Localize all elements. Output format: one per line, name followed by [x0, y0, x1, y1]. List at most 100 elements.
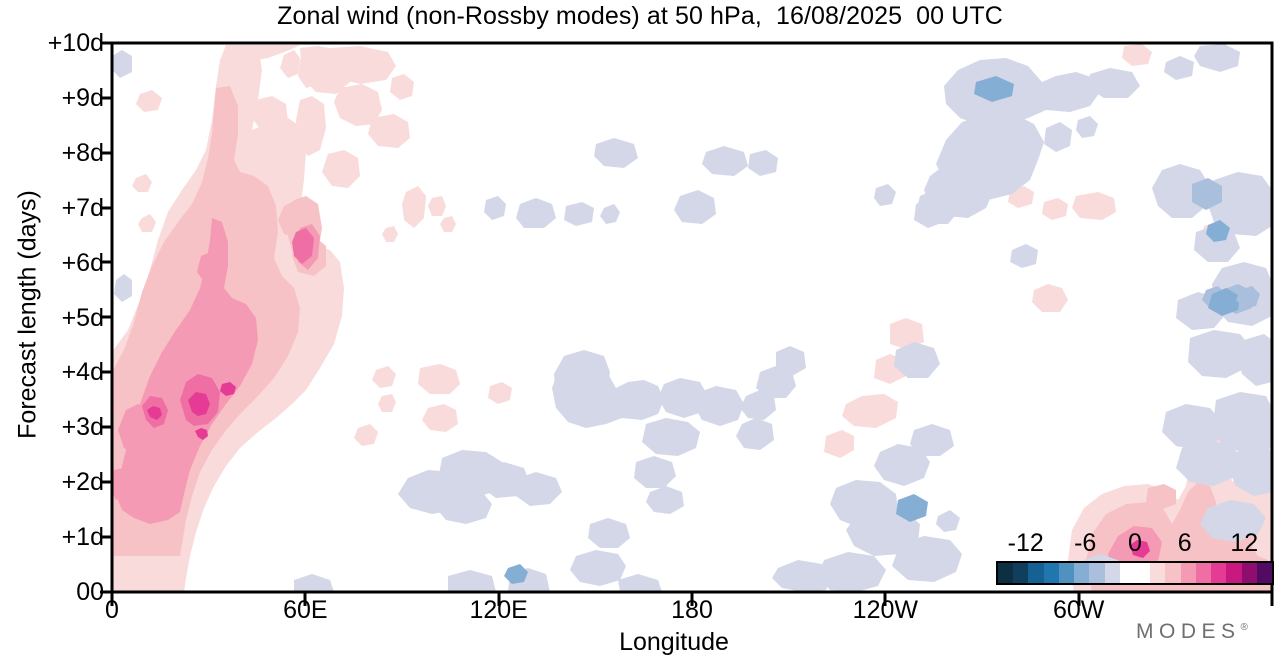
- contour-pos-blob-s: [382, 226, 398, 242]
- contour-neg-21: [674, 190, 716, 224]
- contour-neg-26: [594, 138, 638, 168]
- colorbar-swatch-0: [998, 563, 1014, 583]
- contour-neg-19: [702, 146, 748, 176]
- contour-pos-blob-l: [132, 174, 152, 192]
- contour-pos-blob-q: [428, 196, 446, 216]
- y-tick-2: +2d: [61, 468, 104, 497]
- colorbar-swatch-5: [1074, 563, 1090, 583]
- y-tick-4: +4d: [61, 358, 104, 387]
- contour-neg-4: [1044, 122, 1072, 152]
- contour-neg-blue-7: [896, 494, 928, 522]
- contour-neg-53: [1176, 440, 1242, 486]
- contour-pos-right-11: [890, 318, 924, 350]
- contour-pos-blob-v: [488, 382, 512, 404]
- contour-neg-59: [448, 570, 496, 592]
- colorbar-label-0: -12: [1007, 529, 1044, 557]
- contour-pos-blob-r: [440, 216, 456, 232]
- contour-neg-5: [1076, 116, 1098, 138]
- y-tick-5: +5d: [61, 303, 104, 332]
- colorbar-swatch-7: [1104, 563, 1120, 583]
- contour-neg-65: [936, 510, 960, 532]
- y-tick-7: +7d: [61, 193, 104, 222]
- contour-field: [112, 44, 1272, 592]
- contour-neg-22: [484, 196, 506, 220]
- contour-neg-50: [818, 552, 886, 592]
- contour-neg-9: [1206, 172, 1272, 236]
- contour-pos-right-9: [842, 394, 898, 428]
- contour-neg-28: [552, 360, 664, 428]
- colorbar-swatch-10: [1150, 563, 1166, 583]
- contour-neg-42: [646, 486, 684, 514]
- colorbar-swatch-3: [1043, 563, 1059, 583]
- contour-neg-30: [642, 418, 700, 456]
- contour-neg-blue-5: [974, 76, 1014, 102]
- contour-neg-63: [112, 50, 132, 78]
- colorbar[interactable]: [996, 561, 1274, 585]
- contour-pos-blob-t: [372, 366, 396, 388]
- y-tick-6: +6d: [61, 248, 104, 277]
- contour-neg-55: [1200, 500, 1266, 542]
- contour-pos-blob-p: [402, 186, 426, 228]
- colorbar-labels: -12 -6 0 6 12: [996, 531, 1274, 559]
- colorbar-swatch-16: [1241, 563, 1257, 583]
- contour-neg-18: [874, 184, 896, 206]
- contour-pos-blob-o: [322, 150, 360, 188]
- contour-neg-blue-8: [504, 564, 528, 584]
- contour-pos-blob-d: [326, 46, 396, 84]
- contour-pos-1b: [226, 45, 300, 62]
- contour-neg-32: [740, 390, 776, 420]
- colorbar-swatch-2: [1028, 563, 1044, 583]
- contour-neg-35: [776, 346, 806, 376]
- contour-neg-23: [516, 198, 556, 228]
- contour-neg-39: [516, 472, 562, 506]
- colorbar-swatch-14: [1211, 563, 1227, 583]
- contour-neg-blue-4: [1206, 220, 1230, 242]
- contour-neg-57: [618, 574, 662, 592]
- contour-neg-8: [1152, 164, 1210, 218]
- contour-pos-right-8: [824, 430, 854, 458]
- contour-neg-44: [570, 550, 626, 586]
- contour-neg-48: [910, 424, 954, 456]
- contour-neg-13: [1188, 330, 1252, 378]
- colorbar-swatch-15: [1226, 563, 1242, 583]
- contour-pos-right-5: [1032, 284, 1068, 312]
- contour-pos-blob-u: [418, 364, 460, 394]
- contour-pos-3c: [112, 468, 130, 500]
- contour-pos-5e: [1130, 540, 1150, 558]
- axis-ticks: [100, 41, 1274, 606]
- contour-pos-5c: [195, 428, 208, 440]
- contour-neg-47: [874, 444, 930, 486]
- contour-neg-62: [114, 274, 132, 302]
- contour-pos-blob-c: [136, 90, 162, 112]
- colorbar-swatch-11: [1165, 563, 1181, 583]
- contour-pos-5d: [220, 382, 236, 396]
- contour-pos-blob-f: [280, 50, 300, 78]
- contour-neg-1: [944, 58, 1100, 126]
- contour-neg-49: [892, 536, 962, 582]
- y-tick-9: +9d: [61, 83, 104, 112]
- contour-pos-blob-g: [334, 84, 382, 126]
- contour-pos-3e: [197, 252, 217, 282]
- contour-pos-blob-h: [252, 96, 288, 134]
- colorbar-swatch-1: [1013, 563, 1029, 583]
- contour-pos-5: [188, 392, 210, 416]
- contour-neg-20: [748, 150, 778, 176]
- colorbar-swatch-13: [1195, 563, 1212, 583]
- contour-pos-2b: [226, 196, 260, 240]
- colorbar-label-4: 12: [1230, 529, 1259, 557]
- contour-pos-right-salmon2: [1146, 484, 1176, 510]
- y-axis-tick-labels: 00 +1d +2d +3d +4d +5d +6d +7d +8d +9d +10d: [8, 0, 104, 664]
- y-tick-0: 00: [76, 578, 104, 606]
- contour-neg-25: [600, 204, 620, 224]
- contour-neg-blue-6: [1208, 288, 1240, 316]
- contour-neg-64: [1010, 244, 1038, 268]
- y-tick-3: +3d: [61, 413, 104, 442]
- y-tick-8: +8d: [61, 138, 104, 167]
- colorbar-label-2: 0: [1128, 529, 1142, 557]
- colorbar-swatch-8: [1119, 563, 1135, 583]
- contour-pos-blob-n: [390, 74, 414, 100]
- y-tick-10: +10d: [47, 29, 104, 57]
- contour-neg-58: [294, 574, 334, 592]
- colorbar-label-3: 6: [1177, 529, 1192, 557]
